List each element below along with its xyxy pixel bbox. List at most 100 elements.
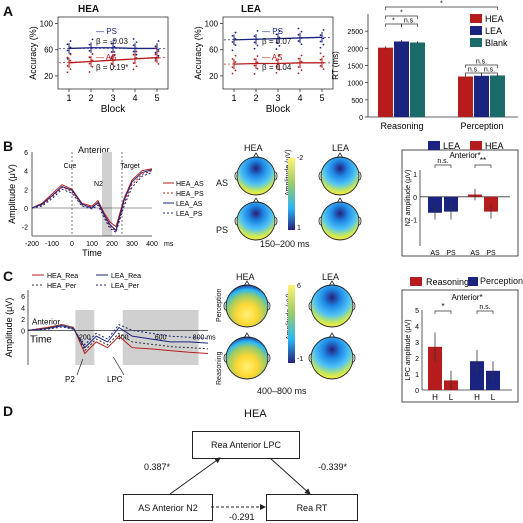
y-tick-label: 0	[24, 206, 28, 213]
scatter-dot	[278, 45, 281, 47]
scatter-dot	[234, 69, 237, 72]
y-tick-label: 3	[415, 340, 419, 347]
scatter-dot	[66, 57, 69, 60]
panel-letter-d: D	[3, 403, 14, 419]
y-tick-label: 500	[351, 98, 363, 105]
y-tick-label: 0	[21, 328, 25, 335]
legend-swatch	[470, 14, 482, 23]
x-tick-label: 400	[117, 334, 129, 341]
hea-as-legend: — AS	[96, 53, 117, 62]
legend-label: HEA_PS	[176, 191, 204, 198]
scatter-dot	[135, 41, 138, 44]
scatter-dot	[132, 44, 135, 47]
topo-b-hea-label: HEA	[244, 143, 263, 153]
topo-c-hea-per	[225, 284, 269, 328]
scatter-dot	[234, 44, 237, 47]
legend-label: LEA	[485, 26, 502, 36]
lea-ps-label: PS	[272, 27, 283, 36]
y-tick-label: 20	[44, 72, 53, 81]
scatter-dot	[300, 54, 303, 57]
time-window	[102, 152, 112, 236]
x-tick-label: 5	[319, 93, 324, 103]
scatter-dot	[297, 40, 300, 42]
bar-title: Anterior*	[451, 293, 482, 302]
erp-line-hea_as	[31, 168, 153, 228]
y-tick-label: 60	[44, 46, 53, 55]
scatter-dot	[256, 38, 259, 41]
erp-line-hea_rea	[27, 324, 209, 355]
topo-b-lea-ps	[320, 201, 360, 241]
scatter-dot	[88, 62, 91, 65]
scatter-dot	[66, 71, 69, 74]
hea-accuracy-title: HEA	[78, 4, 100, 15]
scatter-dot	[256, 55, 259, 58]
scatter-dot	[69, 40, 72, 42]
coef-n2-lpc: 0.387*	[144, 462, 171, 472]
category-label: L	[449, 393, 454, 402]
x-tick-label: 5	[154, 93, 159, 103]
hea-as-label: AS	[105, 53, 117, 62]
y-axis-label: Accuracy (%)	[193, 26, 203, 80]
colorbar-c	[288, 285, 295, 363]
colorbar-b	[288, 158, 295, 230]
box-as-anterior-n2: AS Anterior N2	[123, 494, 213, 521]
scatter-dot	[275, 71, 278, 74]
scatter-dot	[88, 43, 91, 46]
arrow-n2-to-lpc	[169, 457, 221, 495]
x-tick-label: 3	[275, 93, 280, 103]
scatter-dot	[66, 43, 69, 46]
scatter-dot	[132, 53, 135, 56]
scatter-dot	[256, 44, 259, 47]
x-axis-label: Block	[101, 104, 126, 115]
topo-c-hea-label: HEA	[236, 272, 255, 282]
scatter-dot	[110, 42, 113, 45]
erp-b-chart: -200 -100 0 100 200 300 400 ms -2 0 2 4 6 Time Amplitu…	[7, 150, 204, 258]
significance-label: *	[441, 302, 444, 311]
scatter-dot	[113, 54, 116, 56]
topo-b-scale-bottom: 1	[297, 225, 301, 232]
bar-hea-ps	[484, 196, 498, 212]
scatter-dot	[322, 37, 325, 40]
scatter-dot	[253, 64, 256, 67]
significance-label: *	[400, 10, 403, 17]
y-tick-label: 2	[24, 187, 28, 194]
category-label: PS	[486, 250, 496, 257]
x-axis-label: Block	[266, 104, 291, 115]
legend-swatch	[470, 26, 482, 35]
scatter-dot	[154, 45, 157, 48]
scatter-dot	[66, 56, 69, 59]
scatter-dot	[113, 59, 116, 62]
scatter-dot	[135, 50, 138, 53]
bar-lea-as	[428, 196, 442, 213]
scatter-dot	[275, 33, 278, 36]
legend-swatch-hea	[470, 141, 482, 150]
scatter-dot	[234, 61, 237, 63]
scatter-dot	[278, 68, 281, 71]
legend-label: HEA_Per	[47, 283, 77, 290]
scatter-dot	[300, 60, 303, 63]
scatter-dot	[69, 53, 72, 56]
scatter-dot	[297, 33, 300, 36]
x-tick-label: 0	[70, 241, 74, 248]
x-unit-label: ms	[164, 241, 174, 248]
significance-label: n.s.	[476, 59, 487, 66]
category-label: AS	[430, 250, 440, 257]
scatter-dot	[231, 34, 234, 37]
y-tick-label: 4	[21, 305, 25, 312]
category-label: H	[432, 393, 438, 402]
y-axis-label: Amplitude (μV)	[4, 298, 14, 358]
scatter-dot	[300, 43, 303, 46]
scatter-dot	[110, 51, 113, 53]
scatter-dot	[297, 27, 300, 30]
hea-ps-beta: β = -0.03	[96, 37, 128, 46]
category-label: H	[474, 393, 480, 402]
scatter-dot	[157, 54, 160, 57]
erp-line-lea_as	[31, 169, 153, 232]
significance-label: **	[480, 156, 486, 165]
scatter-dot	[322, 43, 325, 46]
panel-letter-c: C	[3, 268, 14, 284]
box-rea-rt-label: Rea RT	[296, 502, 328, 513]
significance-label: *	[392, 18, 395, 25]
